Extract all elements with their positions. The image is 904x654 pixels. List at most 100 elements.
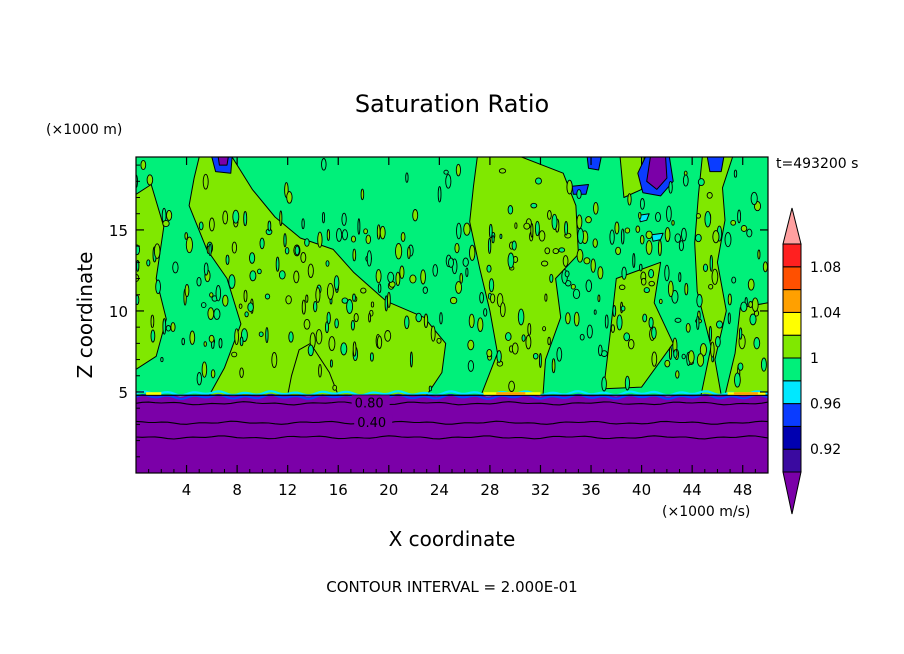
- contour-cell: [618, 284, 626, 291]
- x-tick-label: 40: [632, 481, 651, 499]
- y-tick-label: 15: [109, 222, 128, 240]
- contour-cell: [565, 312, 571, 325]
- contour-cell: [499, 302, 506, 318]
- contour-region: [706, 157, 725, 173]
- contour-cell: [207, 307, 215, 320]
- contour-cell: [583, 257, 591, 265]
- contour-cell: [376, 335, 383, 349]
- contour-cell: [166, 209, 173, 221]
- contour-cell: [624, 375, 630, 391]
- contour-cell: [645, 240, 653, 255]
- contour-cell: [593, 309, 597, 315]
- contour-cell: [696, 315, 700, 330]
- contour-cell: [405, 172, 409, 183]
- contour-cell: [210, 369, 216, 379]
- contour-cell: [449, 296, 458, 305]
- contour-cell: [395, 243, 403, 260]
- contour-cell: [184, 284, 190, 298]
- contour-cell: [697, 178, 705, 187]
- contour-cell: [247, 302, 254, 313]
- contour-cell: [740, 301, 748, 313]
- contour-cell: [326, 229, 331, 241]
- contour-cell: [301, 299, 306, 315]
- contour-cell: [511, 342, 519, 355]
- contour-cell: [577, 227, 584, 245]
- contour-cell: [140, 159, 147, 171]
- contour-cell: [313, 300, 318, 313]
- contour-cell: [551, 358, 556, 374]
- plot-area: 0.80 0.40: [135, 156, 769, 474]
- contour-cell: [597, 294, 601, 303]
- x-tick-label: 4: [182, 481, 192, 499]
- contour-cell: [710, 341, 715, 358]
- contour-region: [638, 213, 650, 223]
- contour-cell: [623, 332, 631, 342]
- colorbar: 1.08 1.04 1 0.96 0.92: [782, 207, 841, 515]
- x-tick-label: 16: [329, 481, 348, 499]
- contour-cell: [300, 252, 307, 263]
- contour-cell: [750, 191, 758, 206]
- contour-cell: [301, 218, 305, 230]
- contour-cell: [257, 268, 262, 275]
- contour-cell: [228, 274, 236, 289]
- x-tick-label: 44: [683, 481, 702, 499]
- contour-cell: [303, 318, 311, 330]
- contour-cell: [462, 257, 469, 267]
- contour-cell: [496, 350, 502, 363]
- contour-cell: [542, 326, 547, 332]
- y-unit-label: (×1000 m): [46, 122, 122, 138]
- contour-cell: [146, 259, 151, 267]
- contour-cell: [244, 311, 249, 318]
- contour-cell: [346, 299, 354, 314]
- contour-cell: [350, 235, 357, 243]
- contour-cell: [267, 220, 272, 232]
- contour-cell: [610, 324, 615, 333]
- contour-cell: [716, 320, 723, 329]
- contour-cell: [456, 222, 462, 240]
- contour-cell: [286, 191, 293, 204]
- contour-cell: [275, 256, 280, 272]
- contour-cell: [747, 278, 755, 291]
- contour-cell: [627, 193, 632, 206]
- contour-cell: [249, 270, 257, 282]
- contour-cell: [432, 264, 438, 277]
- x-tick-label: 28: [480, 481, 499, 499]
- contour-cell: [264, 293, 271, 300]
- contour-cell: [486, 348, 493, 358]
- contour-cell: [181, 337, 185, 346]
- contour-cell: [259, 237, 265, 250]
- contour-cell: [682, 174, 689, 187]
- contour-cell: [715, 336, 721, 348]
- contour-cell: [454, 242, 460, 254]
- contour-cell: [321, 211, 326, 224]
- contour-cell: [399, 265, 405, 279]
- contour-cell: [329, 359, 333, 368]
- contour-cell: [668, 346, 673, 361]
- surface-strip: [496, 392, 526, 395]
- contour-cell: [635, 225, 641, 233]
- contour-region: [571, 184, 589, 195]
- contour-cell: [507, 252, 515, 269]
- contour-cell: [499, 233, 503, 240]
- contour-cell: [232, 209, 240, 224]
- y-axis: 5 10 15: [109, 164, 768, 458]
- contour-cell: [696, 353, 705, 367]
- contour-cell: [360, 188, 365, 201]
- contour-cell: [363, 228, 368, 235]
- contour-cell: [738, 327, 743, 340]
- colorbar-swatch: [782, 403, 802, 427]
- contour-cell: [203, 262, 209, 276]
- contour-cell: [521, 334, 526, 342]
- contour-cell: [681, 227, 687, 242]
- contour-cell: [695, 213, 701, 219]
- contour-cell: [467, 360, 475, 372]
- contour-cell: [648, 268, 655, 279]
- contour-cell: [674, 233, 682, 243]
- colorbar-swatch: [782, 357, 802, 382]
- contour-cell: [225, 254, 230, 265]
- contour-cell: [762, 261, 768, 273]
- contour-cell: [604, 314, 609, 329]
- y-tick-label: 5: [118, 384, 128, 402]
- contour-cell: [239, 336, 244, 347]
